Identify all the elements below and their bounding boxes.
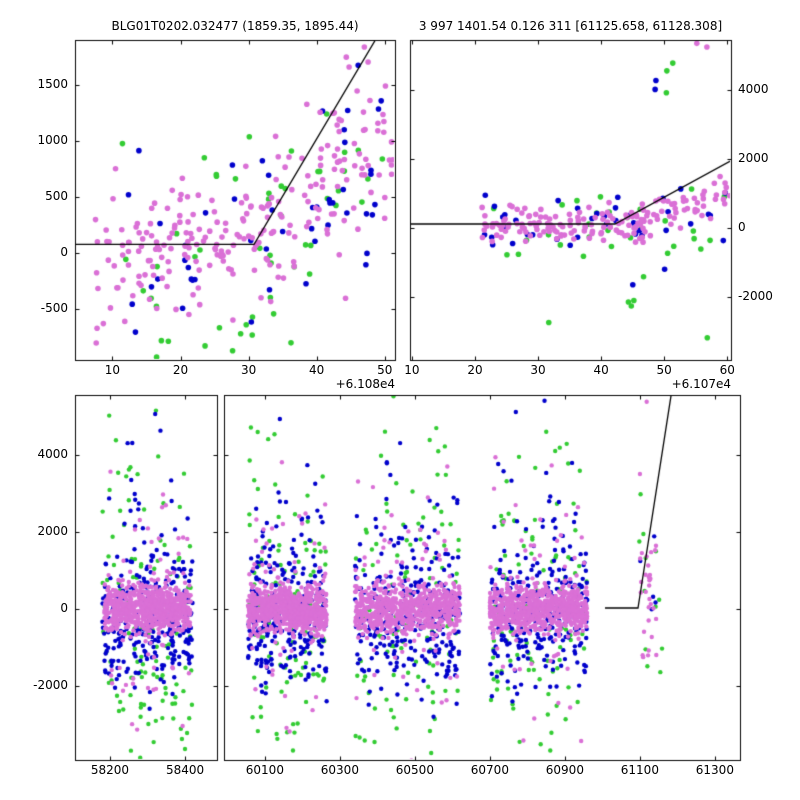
x-tick-label: 60100 [245, 763, 284, 777]
y-tick-label: 4000 [37, 447, 68, 461]
y-tick-label: 2000 [738, 150, 769, 165]
x-tick-label: 58200 [90, 763, 130, 777]
y-tick-label: -2000 [33, 677, 68, 692]
x-tick-label: 40 [593, 363, 609, 377]
x-axis-offset-label: +6.108e4 [335, 377, 395, 391]
x-tick-label: 61100 [620, 763, 659, 777]
y-tick-label: -2000 [738, 288, 773, 303]
x-tick-label: 20 [172, 363, 189, 377]
y-tick-label: 0 [60, 600, 68, 615]
plot-title-right: 3 997 1401.54 0.126 311 [61125.658, 6112… [418, 19, 723, 33]
x-tick-label: 60500 [395, 763, 434, 777]
x-tick-label: 60900 [545, 763, 584, 777]
plot-title-left: BLG01T0202.032477 (1859.35, 1895.44) [111, 19, 359, 33]
x-tick-label: 58400 [165, 763, 205, 777]
x-tick-label: 50 [656, 363, 672, 377]
x-tick-label: 60 [719, 363, 735, 377]
y-tick-label: 2000 [37, 523, 68, 538]
x-tick-label: 10 [404, 363, 420, 377]
y-tick-label: 4000 [738, 82, 769, 96]
y-tick-label: -500 [40, 301, 68, 316]
y-tick-label: 1000 [37, 133, 68, 148]
x-axis-offset-label: +6.107e4 [671, 377, 731, 391]
y-tick-label: 500 [45, 189, 68, 204]
x-tick-label: 40 [309, 363, 325, 377]
x-tick-label: 50 [377, 363, 393, 377]
x-tick-label: 10 [104, 363, 121, 377]
x-tick-label: 60300 [320, 763, 359, 777]
y-tick-label: 0 [738, 219, 746, 234]
x-tick-label: 20 [467, 363, 483, 377]
x-tick-label: 30 [530, 363, 546, 377]
y-tick-label: 0 [60, 245, 68, 260]
x-tick-label: 60700 [470, 763, 509, 777]
x-tick-label: 30 [240, 363, 257, 377]
x-tick-label: 61300 [695, 763, 734, 777]
y-tick-label: 1500 [37, 76, 68, 91]
